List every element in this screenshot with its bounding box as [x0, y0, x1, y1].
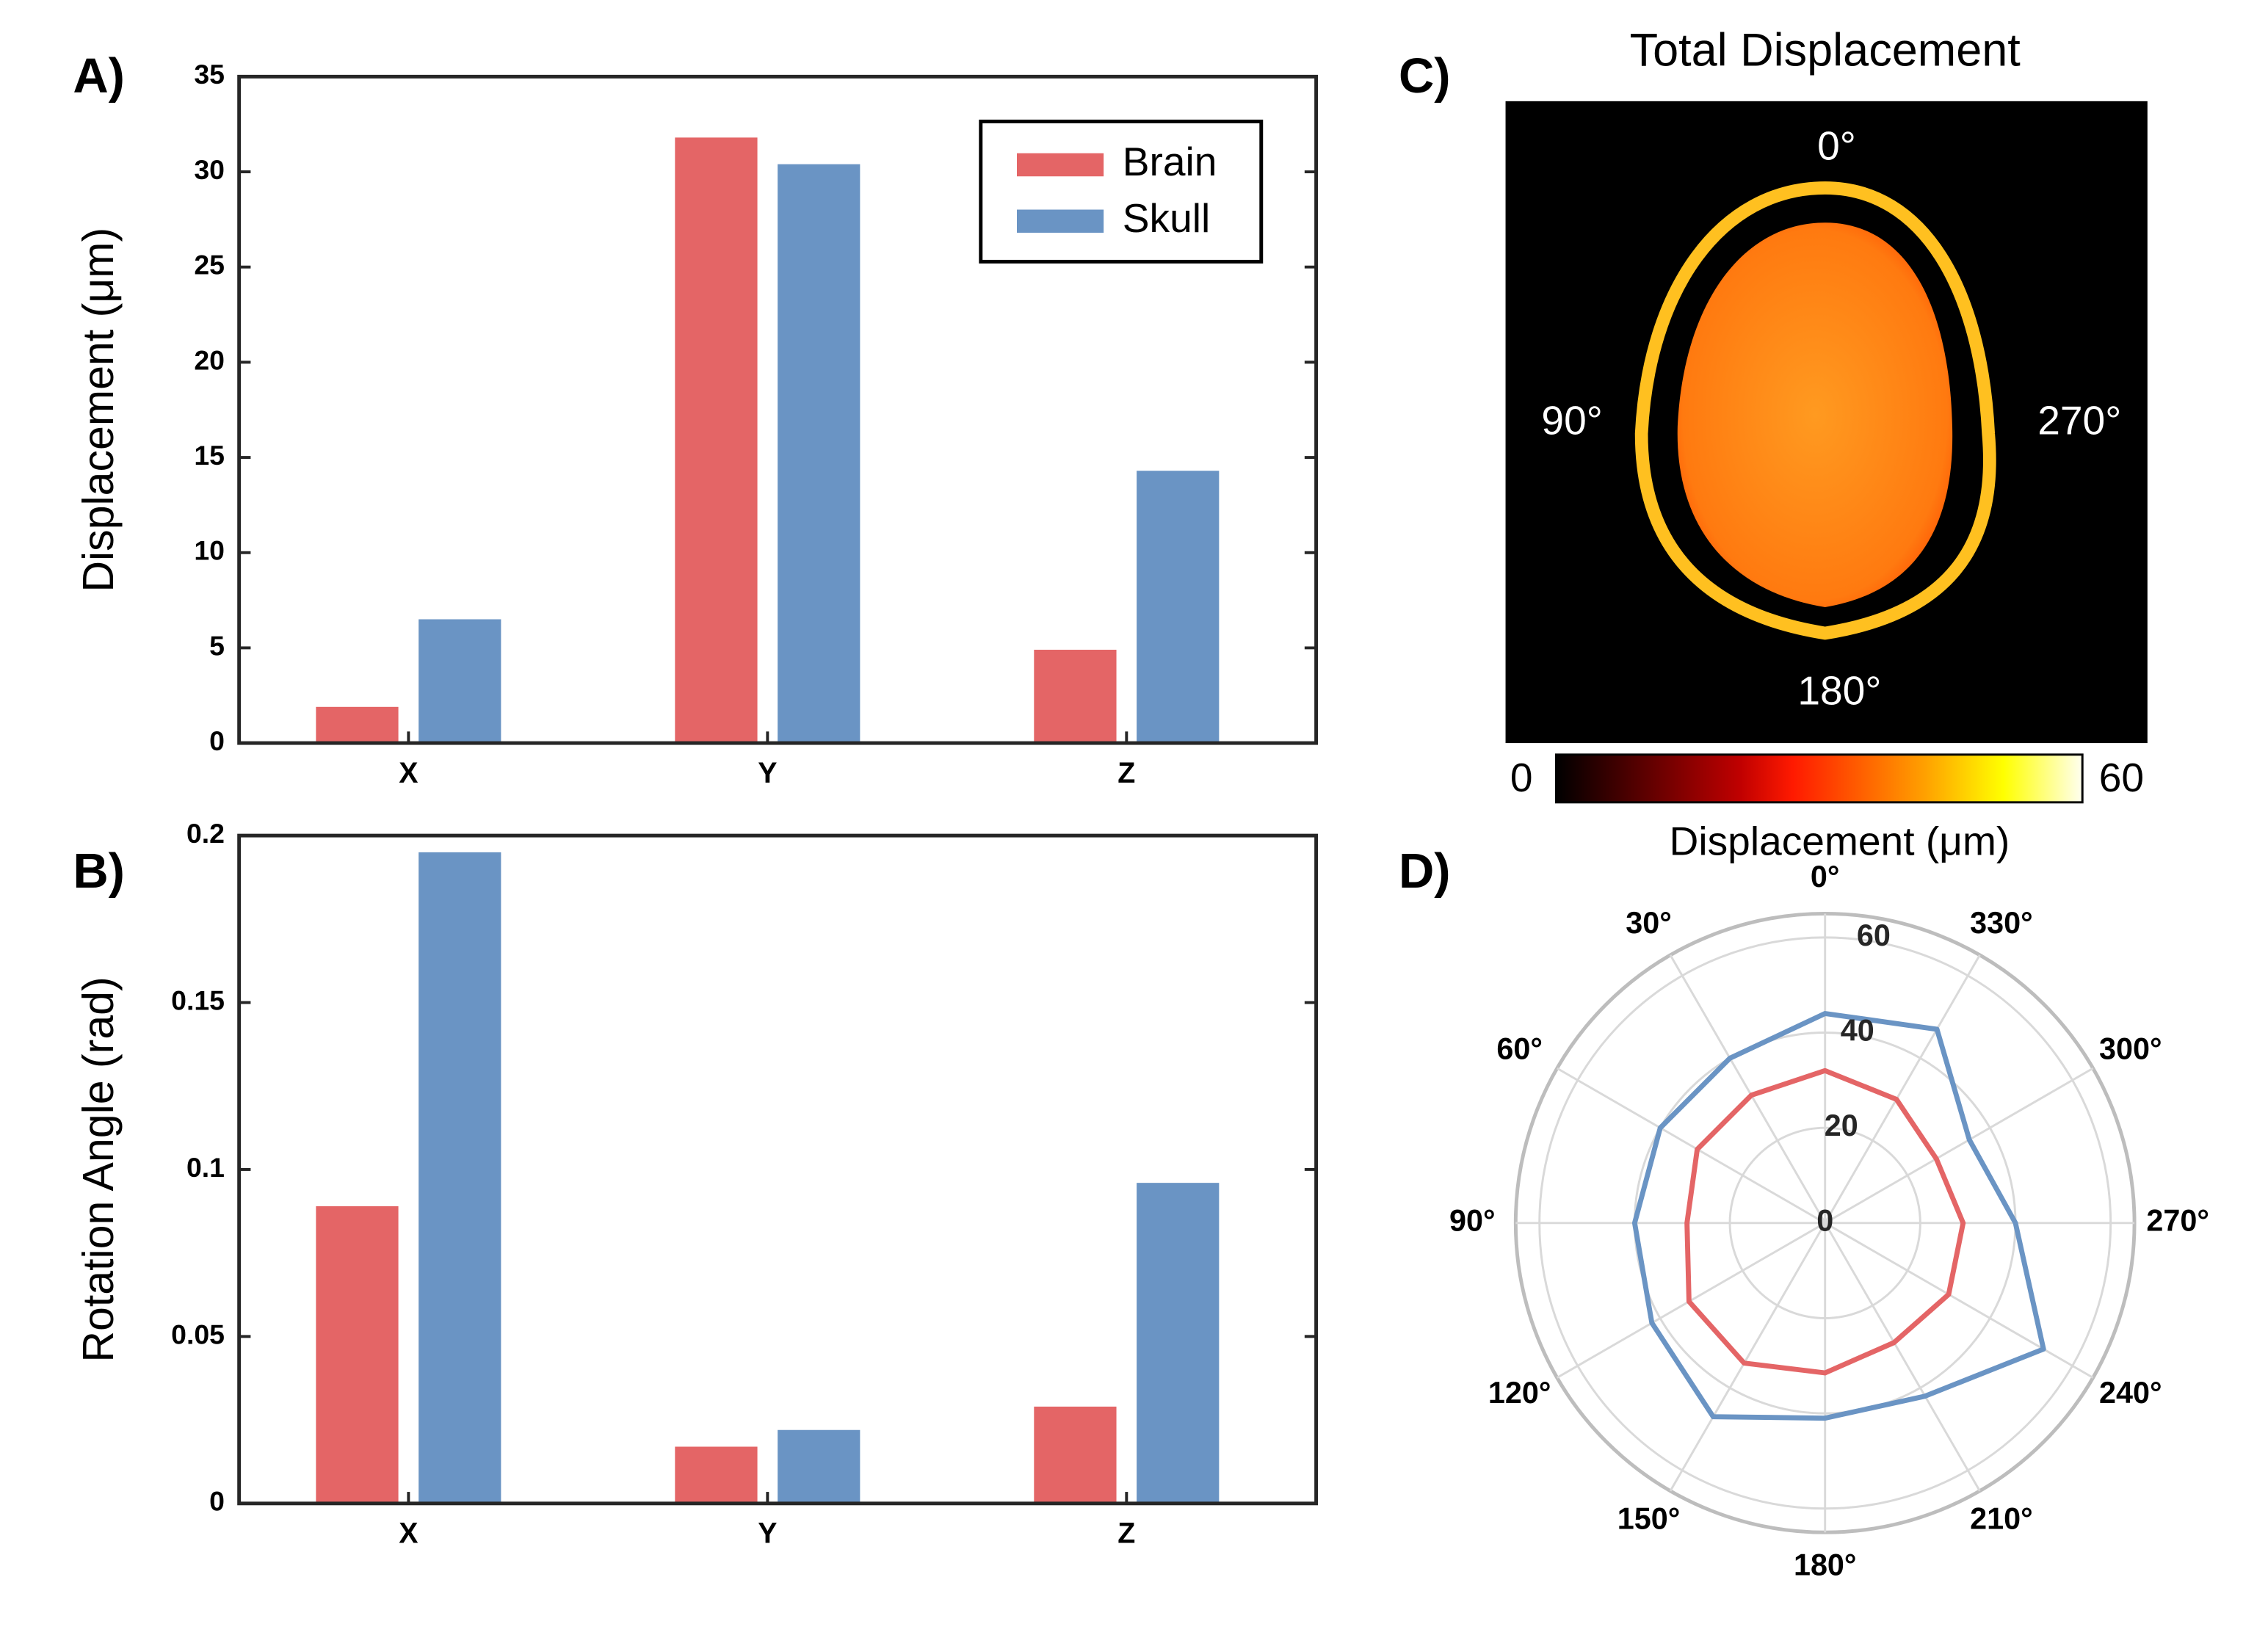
x-tick-label: Z: [1117, 1518, 1135, 1550]
y-tick-label: 20: [194, 344, 225, 375]
legend-swatch: [1017, 153, 1104, 177]
legend-box: [979, 119, 1264, 264]
polar-line: [1684, 1067, 1966, 1376]
grid-spoke: [1824, 1222, 1981, 1492]
theta-tick-label: 300°: [2099, 1032, 2162, 1065]
angle-label: 90°: [1541, 397, 1602, 443]
grid-spoke: [1669, 954, 1826, 1224]
r-tick-label: 40: [1841, 1013, 1874, 1047]
grid-spoke: [1824, 1067, 2094, 1225]
axes-frame: [237, 833, 1319, 1506]
theta-tick-label: 90°: [1449, 1204, 1496, 1238]
bar: [778, 164, 861, 744]
polar-line: [1631, 1011, 2046, 1421]
y-tick-label: 0: [209, 725, 225, 756]
legend-label: Brain: [1123, 139, 1217, 184]
theta-tick-label: 180°: [1794, 1548, 1857, 1581]
bar: [419, 852, 501, 1504]
panel-label: B): [73, 844, 125, 899]
bar: [1137, 1183, 1220, 1504]
theta-tick-label: 120°: [1488, 1376, 1551, 1410]
panel-label: D): [1399, 844, 1451, 899]
colorbar-max: 60: [2099, 755, 2144, 800]
y-tick-label: 10: [194, 535, 225, 566]
x-tick-label: Y: [758, 1518, 777, 1550]
y-axis-label: Rotation Angle (rad): [74, 976, 123, 1362]
heatmap-title: Total Displacement: [1630, 24, 2021, 76]
bar: [1034, 1406, 1117, 1504]
theta-tick-label: 0°: [1811, 860, 1840, 893]
colorbar: [1554, 753, 2084, 804]
grid-spoke: [1824, 954, 1981, 1224]
theta-tick-label: 330°: [1970, 906, 2033, 940]
colorbar-label: Displacement (μm): [1670, 818, 2010, 863]
axes-frame: [237, 74, 1319, 745]
y-tick-label: 15: [194, 440, 225, 471]
y-tick-label: 5: [209, 630, 225, 661]
brain-map: [1677, 222, 1953, 608]
bar: [1137, 471, 1220, 744]
bar: [675, 1446, 758, 1504]
y-tick-label: 30: [194, 154, 225, 185]
x-tick-label: Z: [1117, 757, 1135, 789]
theta-tick-label: 240°: [2099, 1376, 2162, 1410]
y-tick-label: 25: [194, 250, 225, 280]
r-tick-label: 0: [1816, 1204, 1833, 1238]
x-tick-label: Y: [758, 757, 777, 789]
r-tick-label: 20: [1825, 1109, 1858, 1142]
bar: [316, 706, 399, 744]
y-tick-label: 0: [209, 1486, 225, 1517]
x-tick-label: X: [399, 1518, 418, 1550]
bar: [316, 1206, 399, 1504]
bar: [675, 137, 758, 744]
y-tick-label: 0.05: [171, 1319, 225, 1349]
theta-tick-label: 150°: [1617, 1502, 1681, 1536]
bar: [1034, 650, 1117, 744]
angle-label: 270°: [2037, 397, 2121, 443]
bar: [778, 1429, 861, 1504]
y-axis-label: Displacement (μm): [74, 228, 123, 592]
colorbar-min: 0: [1510, 755, 1533, 800]
panel-label: A): [73, 48, 125, 104]
angle-label: 0°: [1817, 123, 1856, 168]
legend-label: Skull: [1123, 195, 1210, 241]
theta-tick-label: 270°: [2146, 1204, 2209, 1238]
grid-spoke: [1557, 1067, 1826, 1225]
theta-tick-label: 210°: [1970, 1502, 2033, 1536]
skull-ring: [1634, 181, 1996, 640]
r-tick-label: 60: [1857, 918, 1891, 952]
angle-label: 180°: [1797, 668, 1881, 714]
grid-spoke: [1824, 1222, 2094, 1379]
theta-tick-label: 30°: [1626, 906, 1672, 940]
y-tick-label: 35: [194, 59, 225, 90]
bar: [419, 619, 501, 744]
y-tick-label: 0.1: [186, 1152, 225, 1183]
grid-spoke: [1669, 1222, 1826, 1492]
y-tick-label: 0.15: [171, 985, 225, 1015]
panel-label: C): [1399, 48, 1451, 104]
y-tick-label: 0.2: [186, 818, 225, 849]
x-tick-label: X: [399, 757, 418, 789]
legend-swatch: [1017, 209, 1104, 233]
theta-tick-label: 60°: [1496, 1032, 1543, 1065]
